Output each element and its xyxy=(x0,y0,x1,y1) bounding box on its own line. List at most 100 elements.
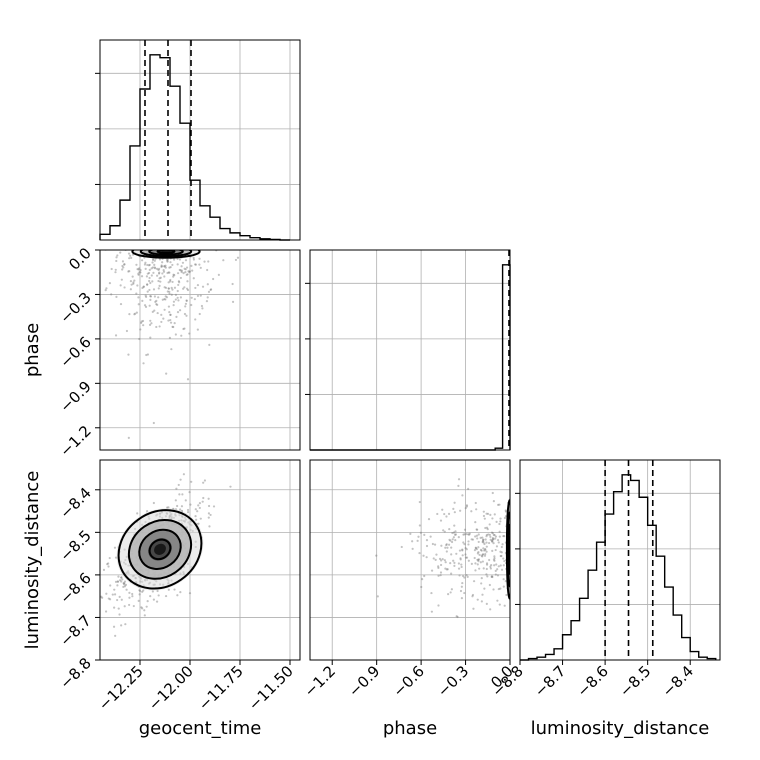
scatter-point xyxy=(449,562,452,565)
scatter-point xyxy=(554,559,556,561)
scatter-point xyxy=(172,212,174,214)
scatter-point xyxy=(546,570,548,572)
scatter-point xyxy=(542,502,544,504)
scatter-point xyxy=(149,336,152,339)
scatter-point xyxy=(204,244,206,246)
scatter-point xyxy=(477,533,480,536)
scatter-point xyxy=(180,269,183,272)
scatter-point xyxy=(190,264,193,267)
scatter-point xyxy=(488,523,491,526)
ylabel-phase: phase xyxy=(22,323,43,377)
scatter-point xyxy=(439,571,443,574)
scatter-point xyxy=(161,261,164,264)
scatter-point xyxy=(539,568,541,570)
scatter-point xyxy=(123,263,126,266)
scatter-point xyxy=(485,550,488,553)
scatter-point xyxy=(183,243,185,245)
scatter-point xyxy=(463,591,466,595)
scatter-point xyxy=(148,323,152,326)
scatter-point xyxy=(171,233,173,235)
scatter-point xyxy=(183,327,186,330)
scatter-point xyxy=(487,533,490,536)
scatter-point xyxy=(185,238,187,240)
scatter-point xyxy=(172,258,176,261)
scatter-point xyxy=(418,551,421,555)
scatter-point xyxy=(530,534,532,536)
scatter-point xyxy=(149,319,152,322)
scatter-point xyxy=(181,493,184,496)
scatter-point xyxy=(553,509,555,511)
scatter-point xyxy=(531,530,533,532)
scatter-point xyxy=(588,528,590,530)
scatter-point xyxy=(172,208,174,210)
scatter-point xyxy=(195,231,197,233)
scatter-point xyxy=(572,577,574,579)
scatter-point xyxy=(515,608,517,610)
scatter-point xyxy=(148,243,150,245)
scatter-point xyxy=(529,558,531,560)
scatter-point xyxy=(493,559,496,562)
scatter-point xyxy=(577,533,579,535)
scatter-point xyxy=(535,611,537,613)
scatter-point xyxy=(136,221,138,223)
scatter-point xyxy=(474,546,477,549)
scatter-point xyxy=(556,541,558,543)
scatter-point xyxy=(496,538,500,542)
scatter-point xyxy=(162,229,164,231)
scatter-point xyxy=(146,205,148,207)
scatter-point xyxy=(517,484,519,486)
scatter-point xyxy=(186,508,190,512)
scatter-point xyxy=(528,544,530,546)
scatter-point xyxy=(138,271,141,274)
scatter-point xyxy=(171,243,173,245)
scatter-point xyxy=(560,560,562,562)
scatter-point xyxy=(534,538,536,540)
scatter-point xyxy=(112,625,116,628)
scatter-point xyxy=(123,605,126,608)
scatter-point xyxy=(160,168,162,170)
scatter-point xyxy=(157,272,161,275)
scatter-point xyxy=(149,201,151,203)
scatter-point xyxy=(498,522,501,526)
scatter-point xyxy=(168,336,172,339)
scatter-point xyxy=(493,557,496,560)
scatter-point xyxy=(525,557,527,559)
scatter-point xyxy=(130,283,133,286)
scatter-point xyxy=(151,266,155,269)
scatter-point xyxy=(196,294,200,298)
scatter-point xyxy=(183,225,185,227)
scatter-point xyxy=(463,528,467,531)
scatter-point xyxy=(104,289,107,292)
scatter-point xyxy=(564,598,566,600)
scatter-point xyxy=(452,536,455,539)
scatter-point xyxy=(215,227,217,229)
scatter-point xyxy=(158,258,162,261)
scatter-point xyxy=(476,537,479,540)
scatter-point xyxy=(498,503,501,506)
scatter-point xyxy=(147,189,149,191)
scatter-point xyxy=(128,596,131,599)
scatter-point xyxy=(208,198,210,200)
scatter-point xyxy=(486,512,490,515)
scatter-point xyxy=(169,280,172,283)
scatter-point xyxy=(502,585,505,588)
scatter-point xyxy=(200,153,202,155)
scatter-point xyxy=(196,328,199,331)
scatter-point xyxy=(167,287,170,290)
ytick-label-phase-4: 0.0 xyxy=(65,244,95,274)
scatter-point xyxy=(411,540,414,543)
scatter-point xyxy=(492,538,495,541)
scatter-point xyxy=(154,219,156,221)
scatter-point xyxy=(534,487,536,489)
scatter-point xyxy=(217,273,220,276)
scatter-point xyxy=(142,285,145,288)
scatter-point xyxy=(621,571,623,573)
scatter-point xyxy=(448,528,451,531)
scatter-point xyxy=(504,510,508,513)
scatter-point xyxy=(521,550,523,552)
scatter-point xyxy=(490,575,494,578)
scatter-point xyxy=(160,265,163,268)
scatter-point xyxy=(147,271,151,275)
scatter-point xyxy=(546,539,548,541)
scatter-point xyxy=(441,508,444,511)
